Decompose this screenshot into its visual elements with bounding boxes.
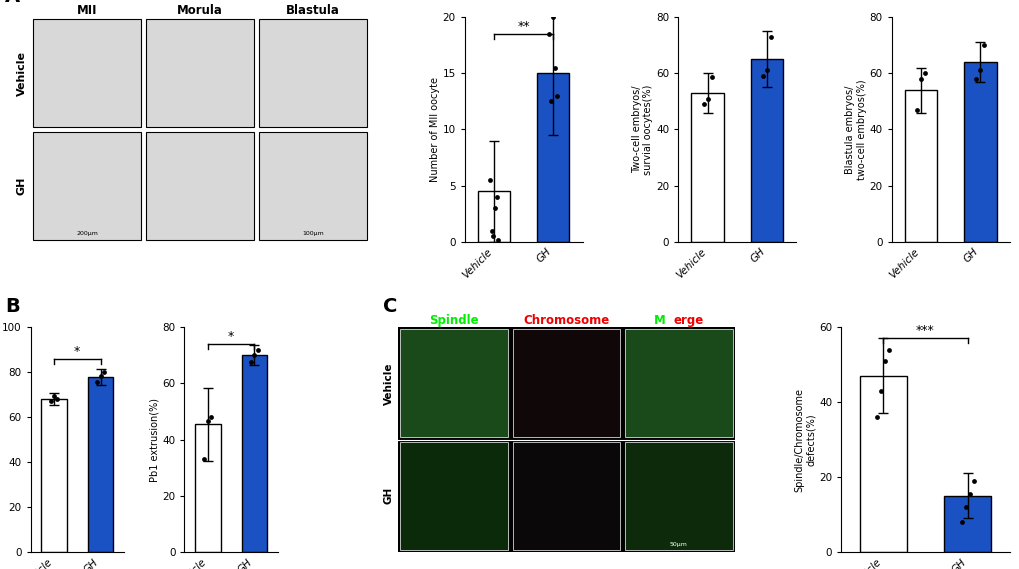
- Point: [762, 32, 779, 42]
- Bar: [146, 19, 254, 127]
- Point: [758, 66, 774, 75]
- Bar: [41, 399, 66, 552]
- Bar: [625, 329, 732, 438]
- Bar: [399, 329, 507, 438]
- Y-axis label: Pb1 extrusion(%): Pb1 extrusion(%): [150, 398, 159, 481]
- Point: [250, 345, 266, 354]
- Point: [46, 391, 62, 401]
- Bar: [691, 93, 723, 242]
- Text: A: A: [5, 0, 20, 6]
- Point: [912, 75, 928, 84]
- Y-axis label: Number of MII oocyte: Number of MII oocyte: [429, 77, 439, 182]
- Y-axis label: Two-cell embryos/
survial oocytes(%): Two-cell embryos/ survial oocytes(%): [631, 84, 652, 175]
- Bar: [242, 355, 267, 552]
- Bar: [963, 62, 996, 242]
- Text: Chromosome: Chromosome: [523, 314, 609, 327]
- Text: GH: GH: [16, 176, 26, 195]
- Point: [481, 175, 497, 184]
- Point: [490, 235, 506, 244]
- Text: C: C: [382, 297, 396, 316]
- Text: 100μm: 100μm: [302, 231, 323, 236]
- Text: *: *: [227, 330, 234, 343]
- Text: Blastula: Blastula: [285, 4, 339, 17]
- Point: [971, 66, 987, 75]
- Point: [703, 73, 719, 82]
- Bar: [859, 376, 906, 552]
- Text: **: **: [517, 20, 530, 33]
- Point: [200, 417, 216, 426]
- Text: B: B: [5, 297, 19, 316]
- Text: ***: ***: [915, 324, 934, 337]
- Point: [880, 345, 897, 354]
- Bar: [33, 131, 141, 240]
- Y-axis label: Blastula embryos/
two-cell embryos(%): Blastula embryos/ two-cell embryos(%): [845, 79, 866, 180]
- Bar: [88, 377, 113, 552]
- Bar: [259, 19, 367, 127]
- Point: [483, 226, 499, 235]
- Bar: [195, 424, 220, 552]
- Point: [546, 63, 562, 72]
- Point: [695, 100, 711, 109]
- Point: [89, 378, 105, 387]
- Point: [196, 455, 212, 464]
- Text: 50μm: 50μm: [669, 542, 687, 547]
- Text: Vehicle: Vehicle: [383, 362, 393, 405]
- Point: [243, 358, 259, 367]
- Text: Morula: Morula: [177, 4, 223, 17]
- Bar: [904, 90, 936, 242]
- Bar: [399, 442, 507, 550]
- Text: M: M: [653, 314, 665, 327]
- Text: GH: GH: [383, 487, 393, 504]
- Point: [488, 192, 504, 201]
- Point: [246, 351, 262, 360]
- Point: [548, 91, 565, 100]
- Bar: [944, 496, 989, 552]
- Point: [953, 517, 969, 526]
- Text: erge: erge: [673, 314, 703, 327]
- Point: [485, 232, 501, 241]
- Point: [964, 476, 980, 485]
- Point: [542, 97, 558, 106]
- Bar: [750, 59, 783, 242]
- Text: Spindle: Spindle: [429, 314, 479, 327]
- Y-axis label: Spindle/Chromosome
defects(%): Spindle/Chromosome defects(%): [794, 387, 815, 492]
- Point: [876, 356, 893, 365]
- Point: [961, 489, 977, 498]
- Point: [916, 69, 932, 78]
- Text: MII: MII: [76, 4, 97, 17]
- Point: [754, 72, 770, 81]
- Bar: [33, 19, 141, 127]
- Bar: [625, 442, 732, 550]
- Bar: [513, 442, 620, 550]
- Text: Vehicle: Vehicle: [16, 51, 26, 96]
- Bar: [513, 329, 620, 438]
- Point: [699, 94, 715, 103]
- Point: [49, 394, 65, 403]
- Point: [967, 75, 983, 84]
- Point: [868, 413, 884, 422]
- Point: [43, 397, 59, 406]
- Point: [957, 502, 973, 512]
- Text: 200μm: 200μm: [76, 231, 98, 236]
- Point: [872, 386, 889, 395]
- Point: [908, 105, 924, 114]
- Point: [544, 13, 560, 22]
- Point: [96, 368, 112, 377]
- Point: [203, 413, 219, 422]
- Text: *: *: [74, 345, 81, 357]
- Bar: [536, 73, 569, 242]
- Bar: [478, 191, 510, 242]
- Point: [486, 204, 502, 213]
- Point: [975, 40, 991, 50]
- Point: [540, 30, 556, 39]
- Bar: [146, 131, 254, 240]
- Point: [93, 371, 109, 380]
- Bar: [259, 131, 367, 240]
